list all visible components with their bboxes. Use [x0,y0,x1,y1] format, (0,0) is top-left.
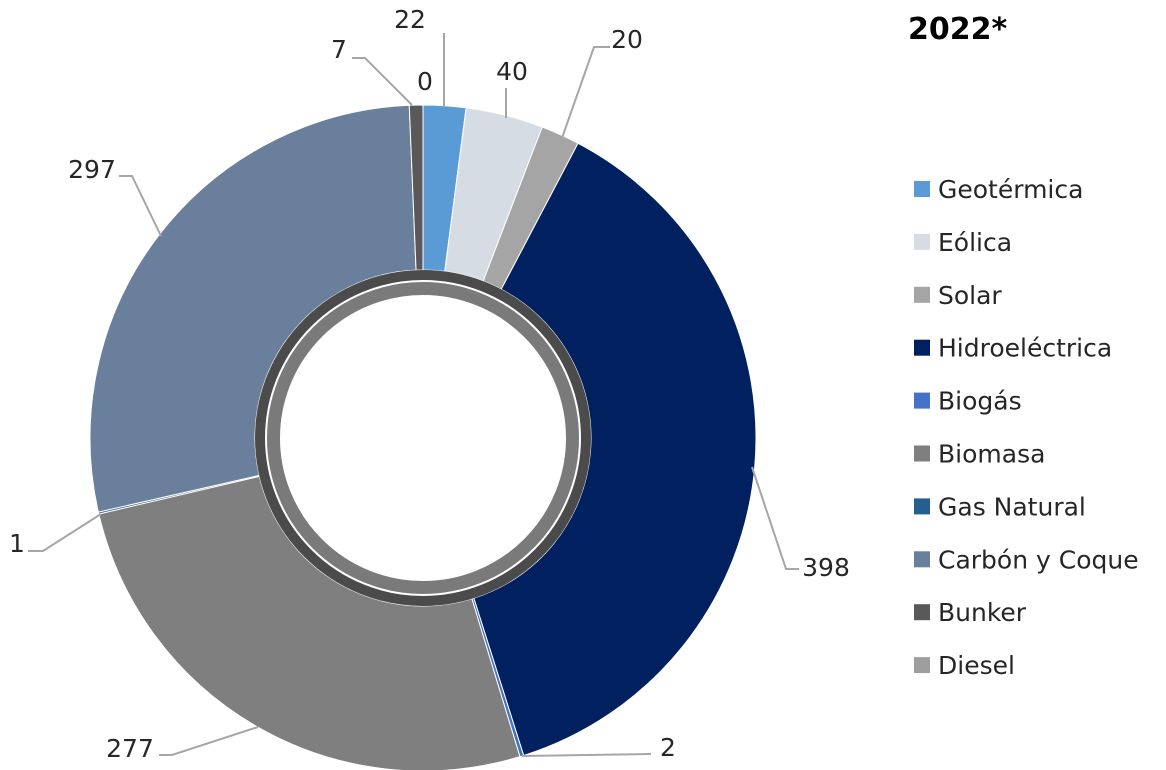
legend-item-biomasa: Biomasa [914,440,1045,469]
data-label-diesel: 0 [417,67,433,96]
data-label-solar: 20 [611,25,643,54]
legend-item-gas-natural: Gas Natural [914,492,1086,521]
leader-line-bunker [352,57,413,106]
legend-item-bunker: Bunker [914,598,1027,627]
legend-item-biogas: Biogás [914,387,1022,416]
data-label-hidroelectrica: 398 [802,553,850,582]
leader-line-biogas [521,753,652,757]
legend-swatch [914,181,930,197]
legend-swatch [914,286,930,303]
legend-label: Solar [938,281,1002,310]
data-label-gas-natural: 1 [9,529,25,558]
data-label-geotermica: 22 [394,5,426,34]
data-labels-layer: 22 40 20 398 2 277 1 297 7 0 [9,5,850,763]
leader-lines-layer [28,33,799,757]
legend-swatch [914,233,930,250]
slices-layer [89,104,757,770]
legend-swatch [914,657,930,674]
legend-item-carbon-y-coque: Carbón y Coque [914,545,1139,574]
leader-line-carbon-y-coque [119,175,162,237]
slice-biomasa [98,475,521,770]
leader-line-hidroelectrica [751,466,799,570]
data-label-eolica: 40 [496,57,528,86]
legend: Geotérmica Eólica Solar Hidroeléctrica Biogá… [914,175,1139,680]
data-label-biomasa: 277 [106,734,154,763]
legend-label: Biomasa [938,440,1045,469]
legend-label: Bunker [938,598,1027,627]
legend-label: Eólica [938,228,1012,257]
inner-ring [255,270,591,606]
legend-item-diesel: Diesel [914,651,1015,680]
legend-swatch [914,392,930,409]
data-label-bunker: 7 [331,35,347,64]
data-label-biogas: 2 [660,733,676,762]
legend-swatch [914,604,930,621]
leader-line-biomasa [159,726,259,756]
legend-swatch [914,498,930,515]
legend-swatch [914,445,930,462]
legend-label: Biogás [938,387,1022,416]
data-label-carbon-y-coque: 297 [68,155,116,184]
slice-carbon-y-coque [89,104,417,513]
legend-label: Carbón y Coque [938,545,1139,574]
legend-item-geotermica: Geotérmica [914,175,1083,204]
leader-line-gas-natural [28,513,102,552]
legend-label: Gas Natural [938,492,1086,521]
chart-title: 2022* [908,12,1007,47]
legend-label: Diesel [938,651,1015,680]
legend-label: Geotérmica [938,175,1083,204]
inner-ring-dark [255,270,591,606]
inner-ring-grey [267,282,579,594]
legend-swatch [914,339,930,356]
legend-item-eolica: Eólica [914,228,1012,257]
legend-item-hidroelectrica: Hidroeléctrica [914,334,1112,363]
legend-swatch [914,551,930,568]
legend-item-solar: Solar [914,281,1002,310]
legend-label: Hidroeléctrica [938,334,1112,363]
leader-line-solar [561,46,610,139]
